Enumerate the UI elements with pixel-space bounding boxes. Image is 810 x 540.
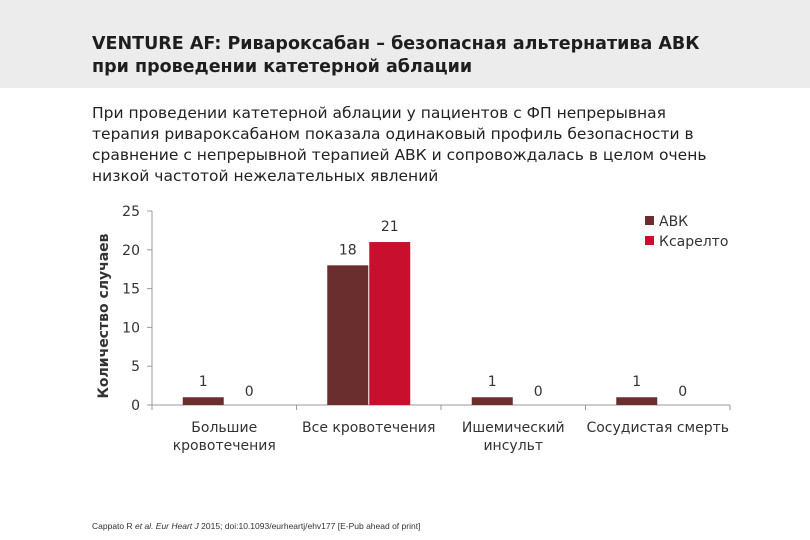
- slide-title-line1: VENTURE AF: Ривароксабан – безопасная ал…: [92, 34, 700, 54]
- subtitle-line2: терапия ривароксабаном показала одинаков…: [92, 125, 694, 143]
- legend-swatch-АВК: [645, 216, 654, 225]
- bar-АВК: [616, 397, 658, 405]
- data-label: 0: [534, 384, 543, 400]
- bar-АВК: [182, 397, 224, 405]
- data-label: 21: [381, 219, 399, 235]
- y-tick-label: 10: [122, 320, 140, 336]
- slide-title-line2: при проведении катетерной аблации: [92, 57, 473, 77]
- x-tick-label: Ишемический: [462, 420, 565, 436]
- data-label: 0: [678, 384, 687, 400]
- title-band: [0, 0, 810, 88]
- subtitle-line4: низкой частотой нежелательных явлений: [92, 167, 439, 185]
- data-label: 1: [632, 374, 641, 390]
- y-tick-label: 25: [122, 204, 140, 220]
- slide-subtitle: При проведении катетерной аблации у паци…: [92, 103, 752, 187]
- x-tick-label: Все кровотечения: [302, 420, 435, 436]
- x-tick-label: кровотечения: [173, 438, 276, 454]
- data-label: 1: [488, 374, 497, 390]
- bar-АВК: [327, 265, 369, 405]
- citation-footnote: Cappato R et al. Eur Heart J 2015; doi:1…: [92, 521, 692, 531]
- y-tick-label: 15: [122, 282, 140, 298]
- legend-swatch-Ксарелто: [645, 236, 654, 245]
- citation-journal: et al. Eur Heart J: [135, 521, 199, 531]
- y-axis-title: Количество случаев: [96, 233, 112, 398]
- x-tick-label: Сосудистая смерть: [586, 420, 729, 436]
- subtitle-line3: сравнение с непрерывной терапией АВК и с…: [92, 146, 707, 164]
- x-tick-label: инсульт: [483, 438, 543, 454]
- citation-authors: Cappato R: [92, 521, 135, 531]
- legend-label: АВК: [659, 214, 688, 230]
- data-label: 0: [245, 384, 254, 400]
- subtitle-line1: При проведении катетерной аблации у паци…: [92, 104, 666, 122]
- bar-Ксарелто: [369, 242, 411, 405]
- data-label: 18: [339, 242, 357, 258]
- data-label: 1: [199, 374, 208, 390]
- citation-details: 2015; doi:10.1093/eurheartj/ehv177 [E-Pu…: [198, 521, 421, 531]
- y-tick-label: 0: [131, 398, 140, 414]
- y-tick-label: 20: [122, 243, 140, 259]
- slide-title: VENTURE AF: Ривароксабан – безопасная ал…: [92, 33, 792, 79]
- x-tick-label: Большие: [191, 420, 257, 436]
- y-tick-label: 5: [131, 359, 140, 375]
- bar-АВК: [471, 397, 513, 405]
- legend-label: Ксарелто: [659, 234, 728, 250]
